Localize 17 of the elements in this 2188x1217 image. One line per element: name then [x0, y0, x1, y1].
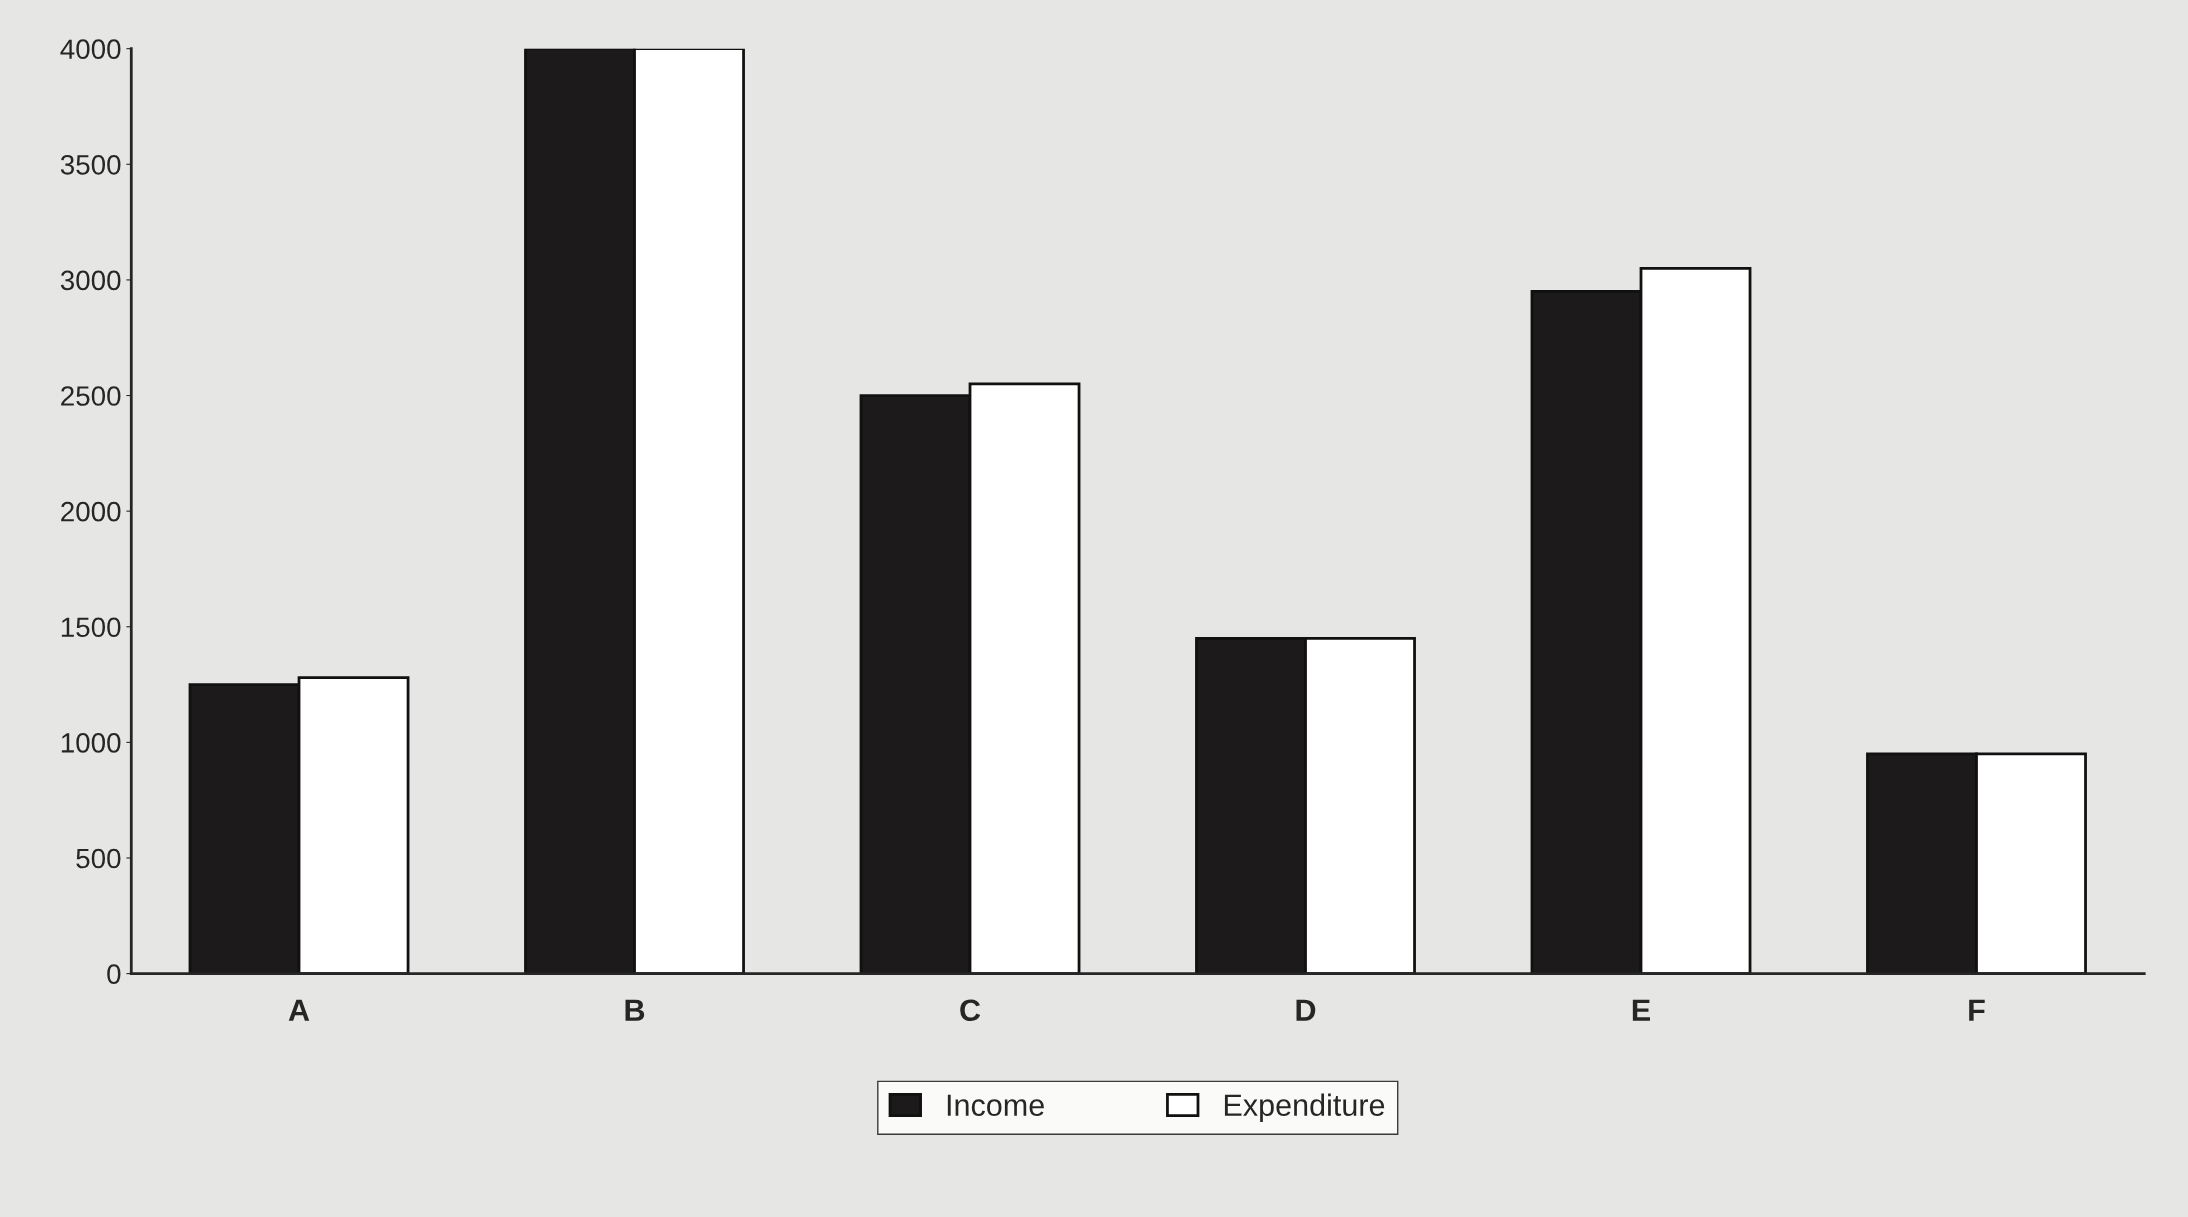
x-tick-label: D — [1296, 999, 1316, 1021]
y-tick-label: 0 — [107, 964, 121, 984]
x-tick-label: C — [960, 999, 981, 1022]
y-tick-label: 3500 — [60, 154, 121, 175]
y-tick-label: 4000 — [60, 39, 121, 60]
y-tick-label: 1000 — [61, 733, 121, 753]
x-tick-label: E — [1632, 999, 1650, 1021]
x-tick-label: A — [288, 999, 310, 1021]
y-tick-label: 1500 — [61, 617, 121, 638]
legend-label: Income — [947, 1094, 1044, 1117]
y-tick-label: 2000 — [61, 501, 121, 522]
x-tick-label: F — [1969, 999, 1985, 1021]
x-tick-label: B — [625, 999, 645, 1021]
y-tick-label: 3000 — [60, 270, 121, 291]
legend-label: Expenditure — [1224, 1093, 1385, 1123]
y-tick-label: 2500 — [61, 386, 121, 406]
y-tick-label: 500 — [76, 848, 121, 869]
